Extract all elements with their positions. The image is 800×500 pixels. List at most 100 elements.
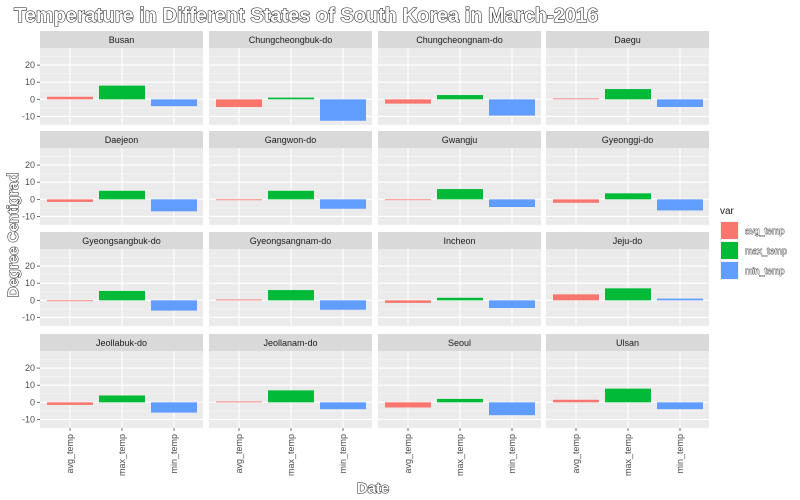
facet-panel: Jeollabuk-do	[40, 334, 203, 429]
bar-min_temp	[489, 199, 535, 208]
facet-label: Jeju-do	[613, 236, 643, 246]
bar-max_temp	[268, 390, 314, 403]
bar-min_temp	[320, 402, 366, 410]
bar-avg_temp	[553, 399, 599, 403]
bar-min_temp	[657, 402, 703, 410]
facet-label: Gangwon-do	[265, 135, 317, 145]
bar-avg_temp	[553, 98, 599, 100]
bar-avg_temp	[385, 300, 431, 303]
bar-max_temp	[268, 290, 314, 301]
facet-panel: Gyeongsangnam-do	[209, 232, 372, 327]
x-tick-label: min_temp	[507, 434, 517, 474]
facet-strip	[378, 334, 541, 351]
x-tick-label: min_temp	[169, 434, 179, 474]
facet-label: Jeollanam-do	[263, 338, 317, 348]
y-axis-title: Degree Centigrad	[5, 172, 22, 297]
x-tick-label: avg_temp	[403, 434, 413, 474]
bar-max_temp	[268, 190, 314, 200]
y-tick-label: 0	[30, 94, 35, 104]
bar-avg_temp	[385, 99, 431, 104]
facet-strip	[546, 232, 709, 249]
bar-max_temp	[605, 288, 651, 301]
bar-avg_temp	[553, 199, 599, 203]
bar-max_temp	[437, 95, 483, 100]
bar-max_temp	[99, 290, 145, 301]
legend-title: var	[720, 206, 735, 217]
x-tick-label: avg_temp	[65, 434, 75, 474]
facet-panel: Daegu	[546, 31, 709, 126]
facet-strip	[209, 131, 372, 148]
x-tick-label: max_temp	[286, 434, 296, 476]
facet-label: Seoul	[448, 338, 471, 348]
bar-min_temp	[151, 402, 197, 413]
facet-panel: Gyeonggi-do	[546, 131, 709, 226]
facet-strip	[209, 232, 372, 249]
bar-max_temp	[99, 395, 145, 403]
facet-panel: Chungcheongbuk-do	[209, 31, 372, 126]
facet-strip	[209, 334, 372, 351]
bar-min_temp	[489, 300, 535, 309]
facet-panel: Ulsan	[546, 334, 709, 429]
legend-label: avg_temp	[745, 226, 785, 236]
bar-avg_temp	[216, 99, 262, 108]
bar-max_temp	[99, 190, 145, 200]
facet-panel: Jeollanam-do	[209, 334, 372, 429]
bar-min_temp	[151, 99, 197, 107]
facet-label: Daejeon	[105, 135, 139, 145]
bar-avg_temp	[385, 402, 431, 408]
bar-avg_temp	[553, 294, 599, 301]
facet-label: Gyeongsangnam-do	[250, 236, 332, 246]
bar-avg_temp	[216, 401, 262, 403]
y-tick-label: 20	[25, 261, 35, 271]
bar-min_temp	[320, 199, 366, 209]
bar-avg_temp	[216, 299, 262, 301]
bar-max_temp	[437, 189, 483, 200]
facet-strip	[40, 31, 203, 48]
x-tick-label: max_temp	[455, 434, 465, 476]
bar-avg_temp	[47, 96, 93, 100]
bar-avg_temp	[385, 199, 431, 201]
facet-panel: Incheon	[378, 232, 541, 327]
legend-label: max_temp	[745, 246, 787, 256]
legend-swatch-avg_temp	[721, 222, 738, 239]
bar-min_temp	[151, 300, 197, 311]
facet-panel: Seoul	[378, 334, 541, 429]
facet-label: Ulsan	[616, 338, 639, 348]
bar-min_temp	[657, 298, 703, 301]
facet-strip	[40, 334, 203, 351]
y-tick-label: -10	[22, 111, 35, 121]
y-tick-label: 20	[25, 363, 35, 373]
y-tick-label: -10	[22, 414, 35, 424]
x-tick-label: avg_temp	[234, 434, 244, 474]
y-tick-label: 10	[25, 278, 35, 288]
bar-avg_temp	[216, 199, 262, 201]
bar-avg_temp	[47, 402, 93, 405]
facet-strip	[40, 232, 203, 249]
x-tick-label: avg_temp	[571, 434, 581, 474]
y-tick-label: 0	[30, 397, 35, 407]
y-tick-label: 20	[25, 60, 35, 70]
facet-label: Gwangju	[442, 135, 478, 145]
facet-panel: Daejeon	[40, 131, 203, 226]
facet-panel: Jeju-do	[546, 232, 709, 327]
facet-label: Gyeonggi-do	[602, 135, 654, 145]
facet-strip	[378, 232, 541, 249]
facet-strip	[378, 131, 541, 148]
bar-max_temp	[99, 85, 145, 100]
x-tick-label: min_temp	[338, 434, 348, 474]
facet-label: Jeollabuk-do	[96, 338, 147, 348]
bar-max_temp	[268, 97, 314, 100]
facet-strip	[378, 31, 541, 48]
y-tick-label: 10	[25, 380, 35, 390]
facet-panel: Chungcheongnam-do	[378, 31, 541, 126]
y-tick-label: 10	[25, 177, 35, 187]
legend-label: min_temp	[745, 266, 785, 276]
bar-min_temp	[320, 99, 366, 121]
bar-min_temp	[489, 99, 535, 116]
facet-panel: Busan	[40, 31, 203, 126]
bar-min_temp	[320, 300, 366, 310]
facet-label: Chungcheongbuk-do	[249, 35, 333, 45]
x-axis-title: Date	[357, 480, 390, 497]
bar-avg_temp	[47, 199, 93, 202]
bar-min_temp	[657, 199, 703, 211]
